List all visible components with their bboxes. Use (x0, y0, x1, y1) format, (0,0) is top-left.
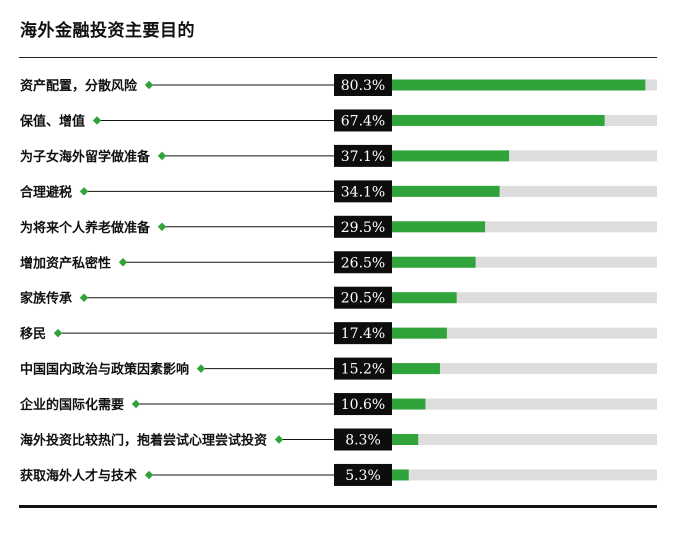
value-label: 15.2% (341, 362, 385, 378)
category-label: 为将来个人养老做准备 (20, 220, 151, 236)
bar-track (392, 292, 657, 304)
category-label: 增加资产私密性 (20, 255, 111, 271)
chart-title: 海外金融投资主要目的 (20, 21, 195, 41)
bar (392, 469, 409, 481)
bar (392, 221, 486, 233)
value-label: 67.4% (341, 113, 385, 129)
value-label-box (334, 251, 392, 274)
value-label-box (334, 393, 392, 416)
bottom-divider (19, 505, 657, 508)
category-label: 中国国内政治与政策因素影响 (20, 362, 189, 378)
value-label: 10.6% (341, 397, 385, 413)
bar-track (392, 150, 657, 162)
bar (392, 398, 426, 410)
marker-diamond (79, 293, 89, 302)
value-label: 34.1% (341, 184, 385, 200)
bar (392, 256, 476, 268)
marker-diamond (144, 80, 154, 90)
marker-diamond (53, 328, 63, 338)
marker-diamond (274, 435, 284, 444)
top-divider (19, 57, 657, 58)
value-label: 20.5% (341, 291, 385, 307)
value-label-box (334, 322, 392, 345)
value-label-box (334, 357, 392, 380)
bar-track (392, 434, 657, 445)
marker-diamond (157, 151, 167, 161)
marker-diamond (92, 116, 102, 125)
bar (392, 327, 447, 339)
bar (392, 150, 510, 162)
value-label-box (334, 286, 392, 309)
value-label-box (334, 463, 392, 486)
category-label: 保值、增值 (19, 113, 85, 129)
value-label-box (334, 109, 392, 132)
bar (392, 434, 419, 445)
value-label: 5.3% (345, 468, 381, 484)
bar (392, 363, 440, 375)
bar-track (392, 398, 657, 410)
value-label-box (334, 144, 392, 167)
marker-diamond (196, 364, 206, 373)
bar-track (392, 363, 657, 375)
bar (392, 185, 500, 197)
bar-track (392, 256, 657, 268)
marker-diamond (157, 222, 167, 232)
category-label: 移民 (20, 326, 46, 342)
bar (392, 79, 646, 91)
category-label: 合理避税 (20, 184, 72, 200)
marker-diamond (131, 399, 141, 409)
bar-track (392, 327, 657, 339)
bar (392, 114, 605, 126)
marker-diamond (79, 187, 89, 196)
marker-diamond (144, 470, 154, 480)
category-label: 海外投资比较热门，抱着尝试心理尝试投资 (20, 433, 267, 449)
category-label: 家族传承 (20, 291, 72, 307)
value-label: 17.4% (341, 326, 385, 342)
bar-track (392, 221, 657, 233)
value-label: 29.5% (341, 220, 385, 236)
value-label-box (334, 74, 392, 96)
category-label: 为子女海外留学做准备 (20, 149, 151, 165)
bar-track (392, 469, 657, 481)
category-label: 资产配置，分散风险 (20, 78, 138, 94)
value-label: 8.3% (345, 433, 381, 449)
value-label: 37.1% (341, 149, 385, 165)
category-label: 企业的国际化需要 (19, 397, 124, 413)
category-label: 获取海外人才与技术 (20, 468, 137, 484)
bar-track (392, 185, 657, 197)
value-label-box (334, 428, 392, 451)
value-label: 80.3% (341, 78, 385, 94)
value-label-box (334, 180, 392, 203)
value-label: 26.5% (341, 255, 385, 271)
marker-diamond (118, 258, 128, 267)
value-label-box (334, 215, 392, 238)
bar (392, 292, 457, 304)
